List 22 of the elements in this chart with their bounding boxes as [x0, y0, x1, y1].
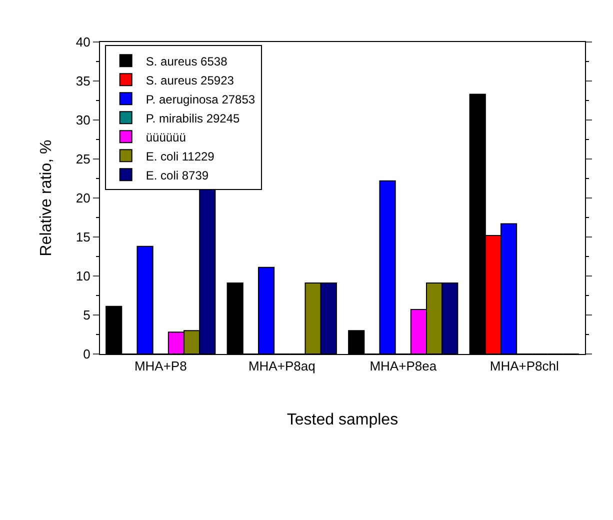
y-tick-label: 30 [76, 112, 90, 128]
y-tick-label: 40 [76, 34, 90, 50]
legend-label: üüüüüü [146, 130, 186, 144]
legend-label: P. aeruginosa 27853 [146, 92, 256, 106]
y-tick-label: 25 [76, 152, 90, 167]
x-tick-label: MHA+P8aq [248, 358, 316, 374]
y-tick-label: 20 [76, 190, 90, 206]
y-tick-label: 35 [76, 74, 90, 89]
y-tick-label: 0 [83, 346, 90, 362]
x-tick-label: MHA+P8ea [370, 358, 438, 374]
x-tick-label: MHA+P8 [134, 358, 187, 374]
legend-label: E. coli 8739 [146, 168, 209, 182]
x-tick-label: MHA+P8chl [490, 358, 559, 374]
y-tick-label: 5 [83, 308, 90, 323]
y-tick-label: 10 [76, 268, 90, 284]
legend-label: E. coli 11229 [146, 149, 215, 164]
legend-label: P. mirabilis 29245 [146, 111, 240, 126]
x-axis-title: Tested samples [286, 411, 398, 428]
y-axis-title: Relative ratio, % [38, 140, 55, 256]
legend-label: S. aureus 25923 [146, 73, 234, 88]
y-tick-label: 15 [76, 230, 90, 245]
legend-label: S. aureus 6538 [146, 54, 228, 68]
